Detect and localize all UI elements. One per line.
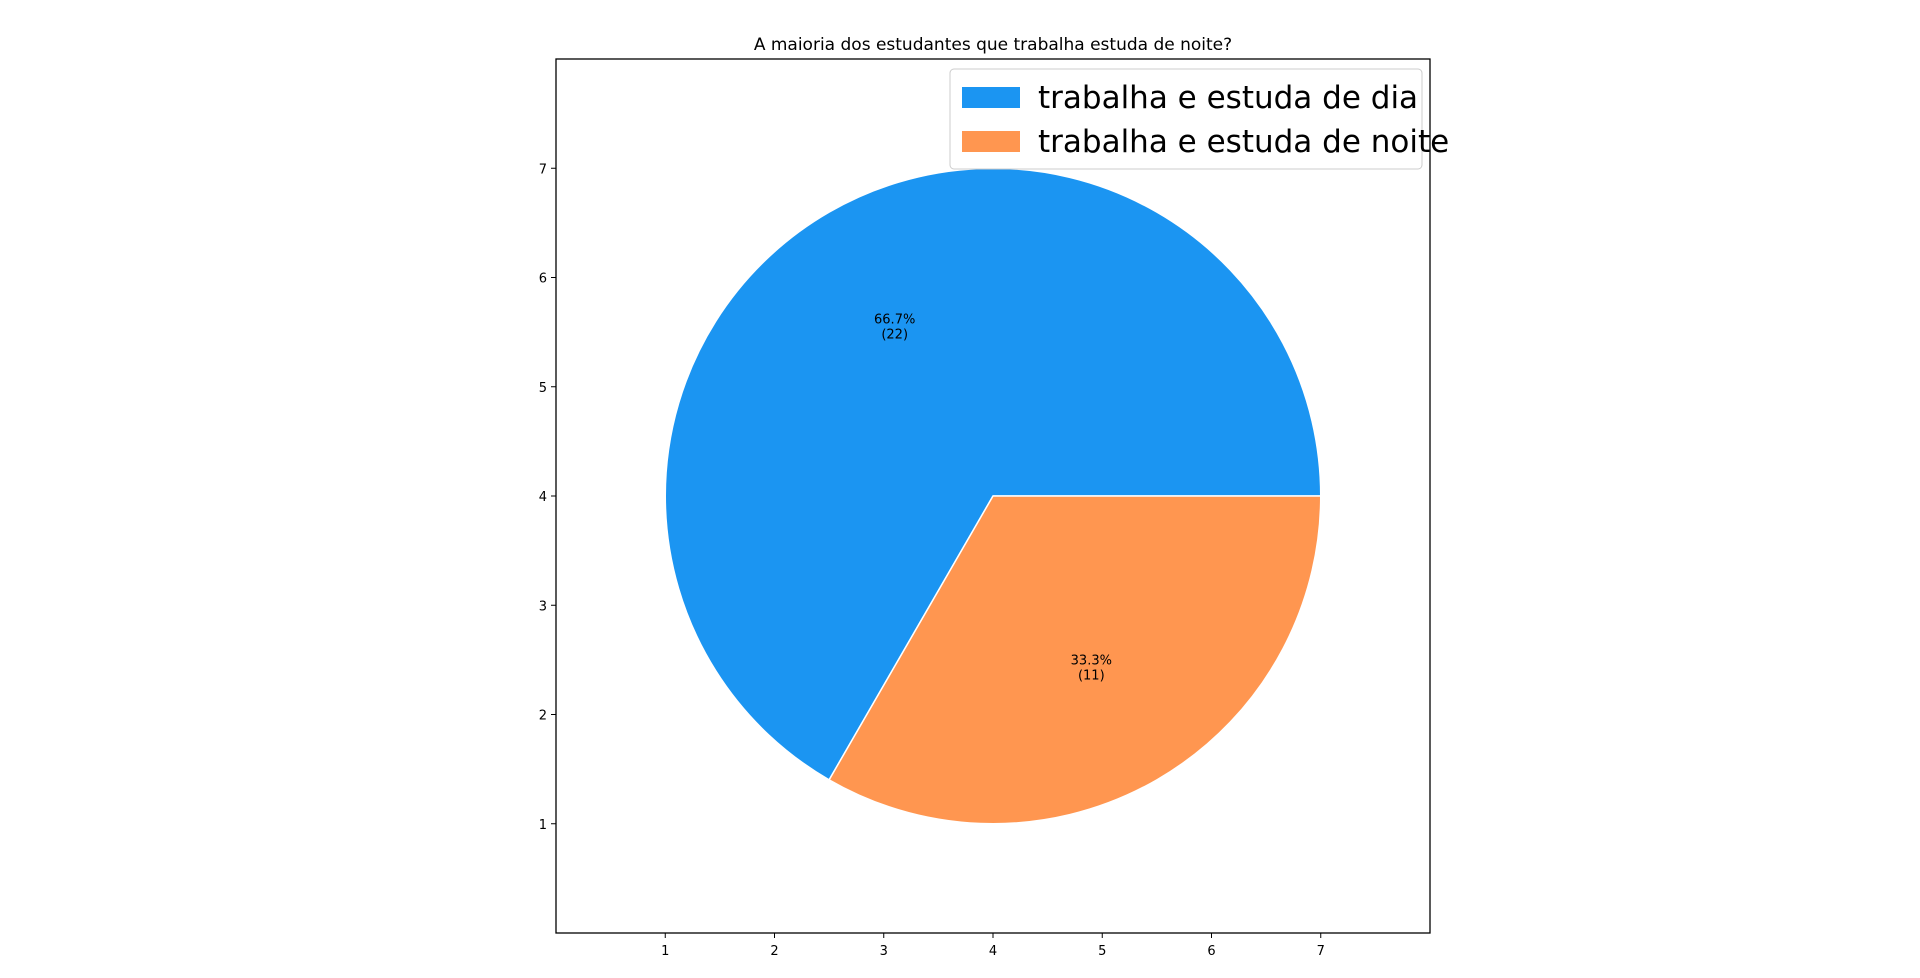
legend: trabalha e estuda de dia trabalha e estud…: [949, 68, 1449, 170]
y-tick-label-1: 1: [539, 818, 547, 833]
x-tick-label-4: 4: [989, 944, 997, 959]
x-tick-label-2: 2: [770, 944, 778, 959]
y-tick-label-2: 2: [539, 709, 547, 724]
slice-label-2: 33.3% (11): [1071, 653, 1112, 683]
y-tick-label-7: 7: [539, 162, 547, 177]
x-tick-label-5: 5: [1098, 944, 1106, 959]
slice-count-label: (22): [881, 328, 908, 343]
x-tick-label-3: 3: [880, 944, 888, 959]
pie-slice-2: [828, 495, 1322, 825]
legend-box: [949, 68, 1423, 170]
slice-count-label: (11): [1078, 668, 1105, 683]
slice-percent-label: 66.7%: [874, 313, 915, 328]
pie-slice-1: [664, 167, 1322, 781]
legend-swatch-1: [962, 87, 1020, 108]
x-tick-label-1: 1: [661, 944, 669, 959]
chart-title: A maioria dos estudantes que trabalha es…: [754, 35, 1232, 55]
y-tick-label-4: 4: [539, 490, 547, 505]
x-axis-ticks: 1 2 3 4 5 6 7: [661, 933, 1325, 959]
slice-percent-label: 33.3%: [1071, 653, 1112, 668]
x-tick-label-7: 7: [1317, 944, 1325, 959]
x-tick-label-6: 6: [1207, 944, 1215, 959]
pie-slices: [664, 167, 1322, 825]
legend-swatch-2: [962, 131, 1020, 152]
legend-label-2: trabalha e estuda de noite: [1038, 124, 1449, 160]
y-tick-label-3: 3: [539, 599, 547, 614]
legend-label-1: trabalha e estuda de dia: [1038, 80, 1418, 116]
y-axis-ticks: 1 2 3 4 5 6 7: [539, 162, 556, 833]
y-tick-label-5: 5: [539, 381, 547, 396]
y-tick-label-6: 6: [539, 272, 547, 287]
slice-label-1: 66.7% (22): [874, 313, 915, 343]
pie-slice-labels: 66.7% (22) 33.3% (11): [874, 313, 1112, 684]
